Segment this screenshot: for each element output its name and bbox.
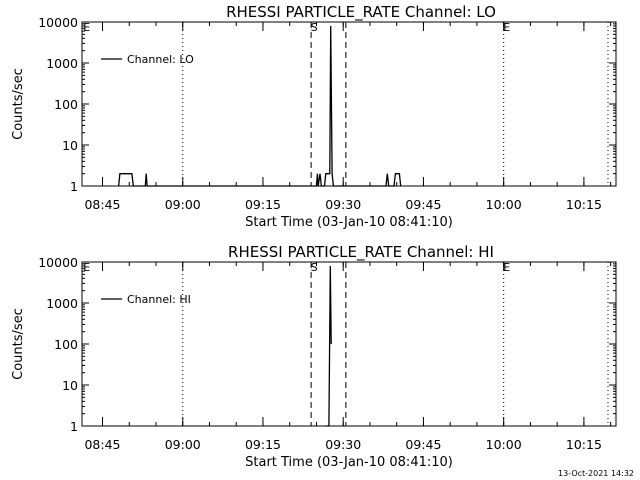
y-tick-label: 100 <box>54 97 78 112</box>
chart-panel-1: RHESSI PARTICLE_RATE Channel: LO 1 10 100 10… <box>11 3 617 230</box>
chart-panel-2: RHESSI PARTICLE_RATE Channel: HI 1 10 100 10… <box>11 243 617 470</box>
x-tick-label: 09:00 <box>165 437 201 452</box>
chart-title: RHESSI PARTICLE_RATE Channel: HI <box>228 243 494 262</box>
marker-e: E <box>503 261 510 274</box>
x-tick-label: 09:30 <box>325 437 361 452</box>
plot-frame <box>81 21 617 187</box>
x-tick-label: 10:00 <box>486 197 522 212</box>
y-tick-label: 10 <box>62 138 78 153</box>
x-axis-label: Start Time (03-Jan-10 08:41:10) <box>245 455 453 470</box>
chart-title: RHESSI PARTICLE_RATE Channel: LO <box>226 3 496 22</box>
legend-label: Channel: HI <box>127 293 191 306</box>
marker-e: E <box>83 21 90 34</box>
y-axis-label: Counts/sec <box>11 308 26 380</box>
y-tick-label: 1000 <box>46 296 78 311</box>
y-tick-label: 10 <box>62 378 78 393</box>
x-tick-label: 09:45 <box>405 437 441 452</box>
marker-s: S <box>311 261 318 274</box>
y-tick-label: 100 <box>54 337 78 352</box>
marker-s: S <box>311 21 318 34</box>
x-tick-label: 09:45 <box>405 197 441 212</box>
series-line <box>326 265 332 427</box>
plot-frame <box>81 261 617 427</box>
series-line <box>117 25 402 187</box>
legend-label: Channel: LO <box>127 53 194 66</box>
x-tick-label: 08:45 <box>84 197 120 212</box>
x-axis-label: Start Time (03-Jan-10 08:41:10) <box>245 215 453 230</box>
x-tick-label: 09:15 <box>245 197 281 212</box>
x-tick-label: 10:00 <box>486 437 522 452</box>
y-tick-label: 10000 <box>38 255 78 270</box>
x-tick-label: 09:30 <box>325 197 361 212</box>
x-tick-label: 08:45 <box>84 437 120 452</box>
y-tick-label: 10000 <box>38 15 78 30</box>
x-tick-label: 09:15 <box>245 437 281 452</box>
marker-e: E <box>503 21 510 34</box>
marker-e: E <box>83 261 90 274</box>
y-tick-label: 1 <box>70 179 78 194</box>
x-tick-label: 10:15 <box>566 437 602 452</box>
y-tick-label: 1000 <box>46 56 78 71</box>
y-tick-label: 1 <box>70 419 78 434</box>
x-tick-label: 09:00 <box>165 197 201 212</box>
x-tick-label: 10:15 <box>566 197 602 212</box>
footer-timestamp: 13-Oct-2021 14:32 <box>558 469 634 478</box>
y-axis-label: Counts/sec <box>11 68 26 140</box>
